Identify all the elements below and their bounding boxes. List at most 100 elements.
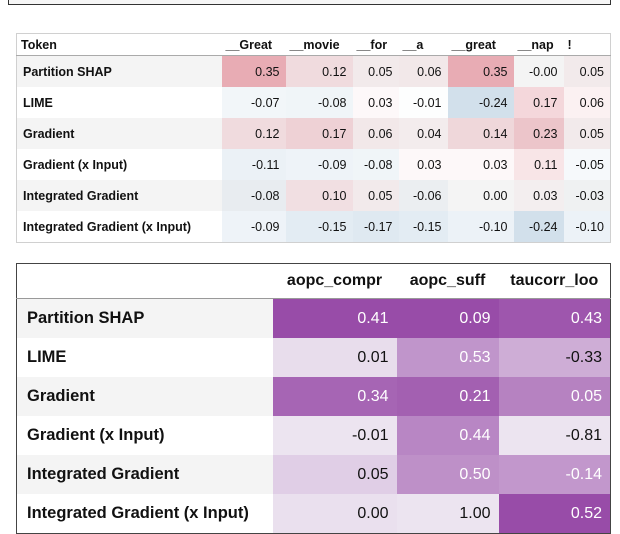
- score-cell: -0.33: [498, 338, 611, 377]
- attribution-cell: 0.12: [221, 118, 286, 149]
- attribution-cell: -0.06: [398, 180, 448, 211]
- score-cell: 0.53: [396, 338, 499, 377]
- score-cell: 0.09: [396, 298, 499, 338]
- attribution-cell: 0.00: [447, 180, 514, 211]
- attribution-cell: -0.08: [285, 87, 353, 118]
- row-label: Gradient: [16, 118, 222, 149]
- row: Partition SHAP 0.35 0.12 0.05 0.06 0.35 -0.00 0…: [16, 55, 611, 87]
- score-cell: -0.14: [498, 455, 611, 494]
- column-header: !: [563, 33, 611, 56]
- score-cell: 0.05: [498, 377, 611, 416]
- attribution-cell: -0.17: [352, 211, 399, 243]
- attribution-cell: 0.05: [563, 118, 611, 149]
- row-label: Gradient: [16, 377, 273, 416]
- row: Gradient 0.34 0.21 0.05: [16, 377, 611, 416]
- score-cell: 0.21: [396, 377, 499, 416]
- attribution-cell: -0.07: [221, 87, 286, 118]
- attribution-cell: 0.03: [398, 149, 448, 180]
- row-label: Integrated Gradient (x Input): [16, 494, 273, 534]
- score-cell: 0.41: [272, 298, 397, 338]
- column-header: Token: [16, 33, 222, 56]
- row-label: Integrated Gradient (x Input): [16, 211, 222, 243]
- attribution-cell: 0.03: [513, 180, 564, 211]
- row: Integrated Gradient (x Input) -0.09 -0.15-…: [16, 211, 611, 243]
- row: LIME -0.07 -0.08 0.03 -0.01 -0.24 0.17 0.06: [16, 87, 611, 118]
- attribution-cell: 0.10: [285, 180, 353, 211]
- attribution-cell: -0.10: [447, 211, 514, 243]
- attribution-cell: 0.06: [352, 118, 399, 149]
- attribution-cell: 0.23: [513, 118, 564, 149]
- score-cell: 0.34: [272, 377, 397, 416]
- attribution-cell: 0.06: [563, 87, 611, 118]
- row: Gradient (x Input) -0.01 0.44 -0.81: [16, 416, 611, 455]
- attribution-cell: -0.24: [513, 211, 564, 243]
- score-cell: -0.01: [272, 416, 397, 455]
- attribution-cell: 0.35: [447, 55, 514, 87]
- score-cell: 0.05: [272, 455, 397, 494]
- row: Gradient (x Input) -0.11 -0.09 -0.08 0.03 0.0…: [16, 149, 611, 180]
- column-header: __for: [352, 33, 399, 56]
- attribution-cell: 0.05: [352, 55, 399, 87]
- score-cell: 0.52: [498, 494, 611, 534]
- row-label: Gradient (x Input): [16, 149, 222, 180]
- attribution-cell: 0.12: [285, 55, 353, 87]
- score-cell: 0.44: [396, 416, 499, 455]
- previous-panel-edge: [8, 0, 611, 5]
- attribution-cell: 0.06: [398, 55, 448, 87]
- score-cell: -0.81: [498, 416, 611, 455]
- row: Partition SHAP 0.41 0.09 0.43: [16, 298, 611, 338]
- column-header: __nap: [513, 33, 564, 56]
- row-label: Integrated Gradient: [16, 180, 222, 211]
- row-label: LIME: [16, 338, 273, 377]
- corner-cell: [16, 263, 273, 299]
- attribution-cell: -0.09: [285, 149, 353, 180]
- row: Integrated Gradient (x Input) 0.00 1.00 0.5…: [16, 494, 611, 534]
- attribution-cell: 0.05: [563, 55, 611, 87]
- row: Gradient 0.12 0.17 0.06 0.04 0.14 0.23 0.05: [16, 118, 611, 149]
- attribution-cell: -0.03: [563, 180, 611, 211]
- column-header: __movie: [285, 33, 353, 56]
- attribution-cell: -0.01: [398, 87, 448, 118]
- column-header: aopc_suff: [396, 263, 499, 299]
- attribution-cell: -0.15: [398, 211, 448, 243]
- row: Integrated Gradient 0.05 0.50 -0.14: [16, 455, 611, 494]
- attribution-cell: -0.08: [352, 149, 399, 180]
- attribution-cell: -0.08: [221, 180, 286, 211]
- row-label: Partition SHAP: [16, 55, 222, 87]
- attribution-cell: 0.05: [352, 180, 399, 211]
- column-header: taucorr_loo: [498, 263, 611, 299]
- header-row: aopc_compr aopc_suff taucorr_loo: [16, 263, 611, 299]
- score-cell: 0.01: [272, 338, 397, 377]
- score-cell: 0.43: [498, 298, 611, 338]
- attribution-cell: -0.24: [447, 87, 514, 118]
- row: Integrated Gradient -0.08 0.10 0.05 -0.06 0.0…: [16, 180, 611, 211]
- row-label: Partition SHAP: [16, 298, 273, 338]
- attribution-cell: -0.00: [513, 55, 564, 87]
- score-cell: 0.50: [396, 455, 499, 494]
- row-label: Gradient (x Input): [16, 416, 273, 455]
- row-label: Integrated Gradient: [16, 455, 273, 494]
- row: LIME 0.01 0.53 -0.33: [16, 338, 611, 377]
- row-label: LIME: [16, 87, 222, 118]
- column-header: aopc_compr: [272, 263, 397, 299]
- attribution-cell: -0.09: [221, 211, 286, 243]
- attribution-cell: 0.04: [398, 118, 448, 149]
- attribution-cell: 0.11: [513, 149, 564, 180]
- attribution-cell: 0.17: [513, 87, 564, 118]
- evaluation-table: aopc_compr aopc_suff taucorr_loo Partition…: [16, 263, 611, 534]
- attribution-cell: 0.35: [221, 55, 286, 87]
- attribution-cell: 0.14: [447, 118, 514, 149]
- column-header: __a: [398, 33, 448, 56]
- column-header: __great: [447, 33, 514, 56]
- column-header: __Great: [221, 33, 286, 56]
- attribution-cell: 0.17: [285, 118, 353, 149]
- score-cell: 1.00: [396, 494, 499, 534]
- attribution-cell: -0.05: [563, 149, 611, 180]
- score-cell: 0.00: [272, 494, 397, 534]
- attribution-cell: -0.11: [221, 149, 286, 180]
- attribution-cell: 0.03: [352, 87, 399, 118]
- attribution-table: Token __Great __movie __for __a __great __nap!…: [16, 33, 611, 243]
- header-row: Token __Great __movie __for __a __great __nap!: [16, 33, 611, 56]
- attribution-cell: -0.10: [563, 211, 611, 243]
